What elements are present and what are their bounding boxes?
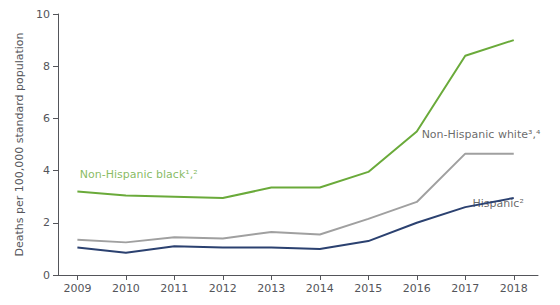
- svg-text:2017: 2017: [451, 282, 479, 295]
- svg-text:2014: 2014: [306, 282, 334, 295]
- svg-text:10: 10: [36, 8, 50, 21]
- svg-text:6: 6: [43, 112, 50, 125]
- svg-text:2010: 2010: [112, 282, 140, 295]
- svg-text:2009: 2009: [63, 282, 91, 295]
- svg-text:2016: 2016: [403, 282, 431, 295]
- svg-text:2011: 2011: [160, 282, 188, 295]
- svg-text:Deaths per 100,000 standard po: Deaths per 100,000 standard population: [13, 32, 26, 256]
- svg-text:0: 0: [43, 269, 50, 282]
- svg-text:Hispanic²: Hispanic²: [472, 197, 524, 211]
- svg-text:Non-Hispanic black¹,²: Non-Hispanic black¹,²: [80, 168, 198, 181]
- svg-text:Non-Hispanic white³,⁴: Non-Hispanic white³,⁴: [422, 128, 541, 141]
- svg-text:2013: 2013: [257, 282, 285, 295]
- svg-text:8: 8: [43, 60, 50, 73]
- svg-text:2: 2: [43, 216, 50, 229]
- svg-text:2015: 2015: [354, 282, 382, 295]
- svg-text:2018: 2018: [500, 282, 528, 295]
- svg-text:4: 4: [43, 164, 50, 177]
- svg-text:2012: 2012: [209, 282, 237, 295]
